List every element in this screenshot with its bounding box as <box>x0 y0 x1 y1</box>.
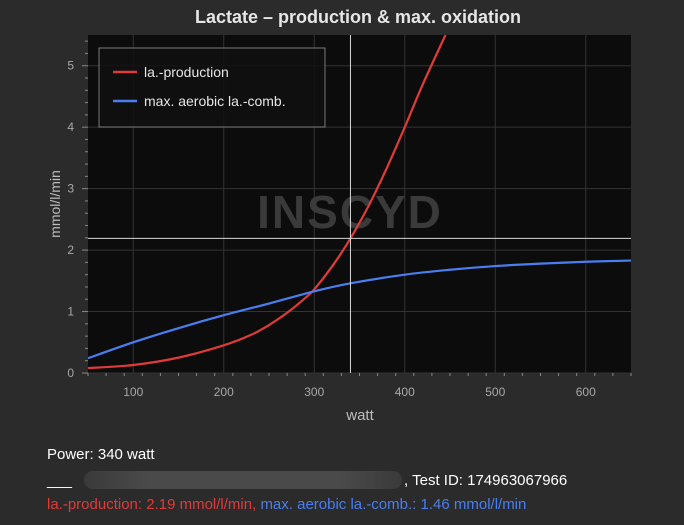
chart-title: Lactate – production & max. oxidation <box>194 7 522 27</box>
x-tick-label: 400 <box>395 385 415 399</box>
values-readout: la.-production: 2.19 mmol/l/min, max. ae… <box>47 496 526 513</box>
x-axis-label: watt <box>345 407 374 424</box>
readout-combustion: max. aerobic la.-comb.: 1.46 mmol/l/min <box>260 496 527 513</box>
readout-production: la.-production: 2.19 mmol/l/min, <box>47 496 257 513</box>
axis-ticks: 100 200 300 400 500 600 0 1 2 3 4 5 <box>67 40 632 399</box>
legend: la.-production max. aerobic la.-comb. <box>98 47 326 128</box>
redacted-name: ___ <box>47 472 73 489</box>
watermark: INSCYD <box>257 186 443 238</box>
y-tick-label: 4 <box>67 120 74 134</box>
test-id-line: ___ , Test ID: 174963067966 <box>47 471 567 489</box>
y-tick-label: 3 <box>67 182 74 196</box>
y-tick-label: 2 <box>67 243 74 257</box>
y-tick-label: 5 <box>67 59 74 73</box>
crosshair <box>88 35 631 373</box>
x-tick-label: 200 <box>214 385 234 399</box>
x-tick-label: 100 <box>123 385 143 399</box>
series-line-la-production <box>88 35 447 370</box>
x-tick-label: 600 <box>576 385 596 399</box>
legend-label: max. aerobic la.-comb. <box>144 93 286 109</box>
test-id: , Test ID: 174963067966 <box>404 472 568 489</box>
redaction-bar <box>84 471 403 489</box>
y-axis-label: mmol/l/min <box>47 170 63 238</box>
y-tick-label: 1 <box>67 305 74 319</box>
legend-label: la.-production <box>144 64 229 80</box>
power-readout: Power: 340 watt <box>47 446 155 463</box>
chart[interactable]: INSCYD 100 200 300 400 500 600 0 1 2 3 4 5 watt mmo… <box>0 0 684 440</box>
x-tick-label: 500 <box>485 385 505 399</box>
legend-box <box>98 47 326 128</box>
x-tick-label: 300 <box>304 385 324 399</box>
y-tick-label: 0 <box>67 366 74 380</box>
